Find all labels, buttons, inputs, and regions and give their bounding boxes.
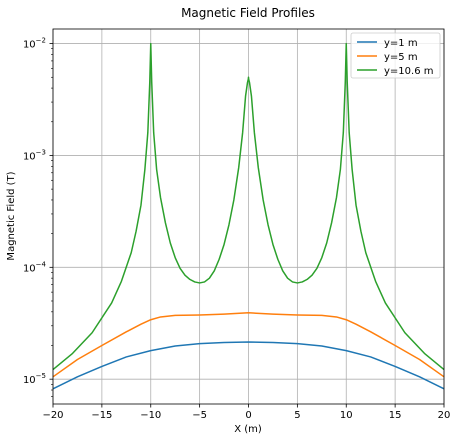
series-lines — [52, 42, 445, 390]
y-tick-label: 10−2 — [23, 37, 46, 51]
legend: y=1 m y=5 m y=10.6 m — [350, 32, 441, 79]
y-tick-label: 10−5 — [23, 372, 46, 386]
x-tick-label: −10 — [140, 410, 161, 421]
x-tick-label: 10 — [340, 410, 353, 421]
x-tick-label: 20 — [438, 410, 451, 421]
legend-label: y=10.6 m — [384, 66, 433, 77]
x-tick-label: −15 — [91, 410, 112, 421]
x-tick-label: −5 — [192, 410, 207, 421]
x-axis-ticks: −20 −15 −10 −5 0 5 10 15 20 — [42, 404, 450, 421]
x-tick-label: −20 — [42, 410, 63, 421]
legend-label: y=1 m — [384, 38, 418, 49]
y-tick-label: 10−3 — [23, 148, 46, 162]
legend-box — [350, 32, 441, 79]
grid-lines — [52, 29, 445, 404]
series-line — [52, 312, 445, 378]
x-tick-label: 0 — [245, 410, 251, 421]
y-tick-label: 10−4 — [23, 260, 47, 274]
x-tick-label: 5 — [294, 410, 300, 421]
y-axis-label: Magnetic Field (T) — [6, 171, 17, 260]
x-axis-label: X (m) — [234, 424, 262, 435]
series-line — [52, 42, 445, 371]
legend-label: y=5 m — [384, 52, 418, 63]
y-axis-ticks: 10−5 10−4 10−3 10−2 — [23, 37, 53, 397]
chart-title: Magnetic Field Profiles — [181, 6, 315, 20]
x-tick-label: 15 — [389, 410, 402, 421]
series-line — [52, 341, 445, 390]
